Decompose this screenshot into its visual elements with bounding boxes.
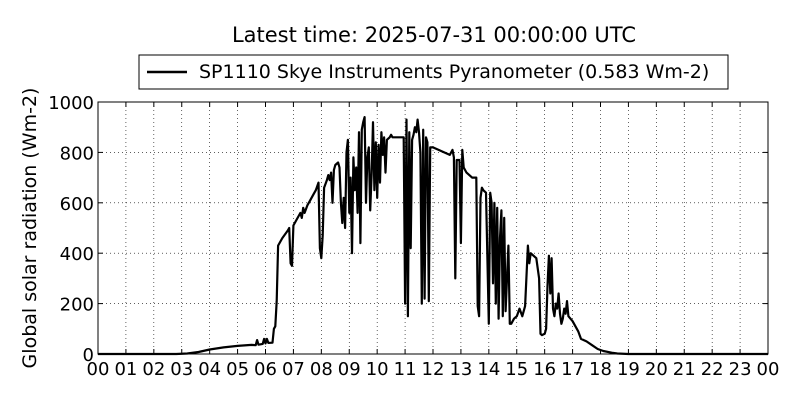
x-tick-label: 10 (366, 359, 389, 380)
legend-label: SP1110 Skye Instruments Pyranometer (0.5… (199, 61, 709, 83)
x-tick-label: 07 (282, 359, 305, 380)
series-lines (98, 116, 768, 356)
x-tick-label: 19 (617, 359, 640, 380)
y-tick-label: 200 (60, 295, 94, 316)
chart-title: Latest time: 2025-07-31 00:00:00 UTC (232, 23, 636, 47)
x-tick-label: 02 (142, 359, 165, 380)
legend-box (138, 54, 729, 90)
x-tick-label: 08 (310, 359, 333, 380)
y-tick-label: 600 (60, 194, 94, 215)
x-tick-label: 11 (394, 359, 417, 380)
x-tick-label: 12 (422, 359, 445, 380)
axis-ticks (97, 101, 769, 355)
x-tick-label: 17 (561, 359, 584, 380)
series-line-0 (98, 116, 768, 356)
y-tick-label: 1000 (48, 93, 94, 114)
y-tick-labels: 0 200 400 600 800 1000 (48, 93, 94, 366)
x-tick-label: 09 (338, 359, 361, 380)
x-tick-label: 18 (589, 359, 612, 380)
plot-area (97, 101, 769, 356)
x-tick-label: 20 (645, 359, 668, 380)
x-tick-label: 00 (757, 359, 780, 380)
x-tick-label: 03 (170, 359, 193, 380)
x-tick-label: 22 (701, 359, 724, 380)
x-tick-labels: 00 01 02 03 04 05 06 07 08 09 10 11 12 13 14 15 16 17 18 19… (87, 359, 780, 380)
y-tick-label: 0 (83, 345, 94, 366)
legend: SP1110 Skye Instruments Pyranometer (0.5… (138, 54, 729, 90)
x-tick-label: 21 (673, 359, 696, 380)
y-tick-label: 400 (60, 244, 94, 265)
x-tick-label: 16 (533, 359, 556, 380)
x-tick-label: 14 (477, 359, 500, 380)
x-tick-label: 13 (449, 359, 472, 380)
y-axis-label: Global solar radiation (Wm-2) (19, 88, 41, 369)
x-tick-label: 05 (226, 359, 249, 380)
x-tick-label: 01 (114, 359, 137, 380)
x-tick-label: 06 (254, 359, 277, 380)
plot-frame (98, 102, 768, 354)
x-tick-label: 04 (198, 359, 221, 380)
x-tick-label: 00 (87, 359, 110, 380)
y-tick-label: 800 (60, 143, 94, 164)
x-tick-label: 15 (505, 359, 528, 380)
x-tick-label: 23 (729, 359, 752, 380)
